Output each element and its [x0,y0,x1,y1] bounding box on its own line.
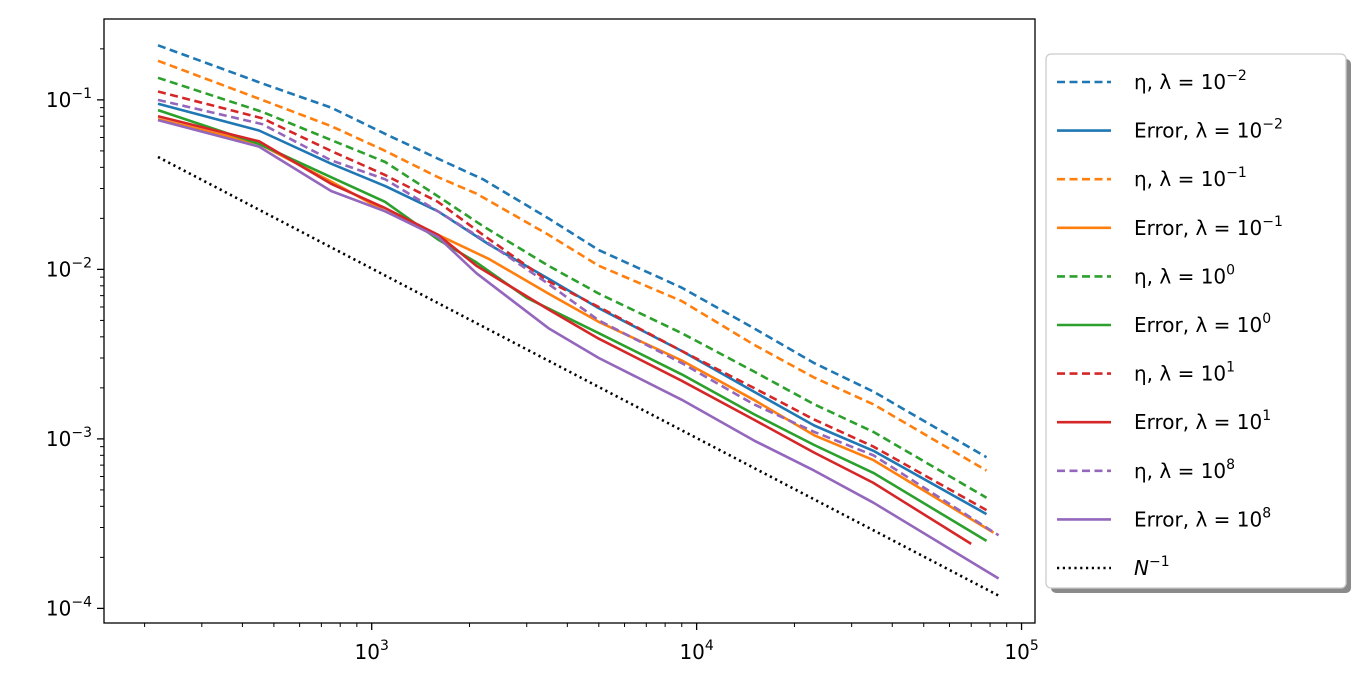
series-line-error-10-minus2 [157,102,988,516]
y-tick-label: 10−1 [46,86,92,112]
legend: η, λ = 10−2 Error, λ = 10−2 η, λ = 10−1 Err… [1045,53,1351,593]
legend-label-10-minus1: η, λ = 10−1 [1134,165,1247,191]
series-line-error-10-8 [157,118,1000,580]
series-line-error-10-1 [157,115,972,546]
series-layer [157,44,1000,597]
x-tick-label: 105 [1004,638,1038,664]
axis-layer: 103 104 105 10−4 10−3 10−2 10−1 [46,48,1039,664]
y-tick-label: 10−2 [46,255,92,281]
series-line-error-10-minus1 [157,117,995,534]
legend-label-n-minus1: N−1 [1134,554,1170,580]
plot-area-frame [103,18,1036,624]
legend-label-10-minus2: η, λ = 10−2 [1134,68,1247,94]
series-line-10-1 [157,90,988,512]
legend-label-error-10-minus1: Error, λ = 10−1 [1134,214,1283,240]
x-tick-label: 104 [679,638,713,664]
legend-label-error-10-1: Error, λ = 101 [1134,408,1271,434]
series-line-10-minus1 [157,59,988,472]
legend-label-error-10-minus2: Error, λ = 10−2 [1134,117,1283,143]
series-line-n-minus1 [157,155,1000,597]
legend-label-10-1: η, λ = 101 [1134,360,1235,386]
legend-label-10-0: η, λ = 100 [1134,262,1235,288]
legend-label-error-10-0: Error, λ = 100 [1134,311,1271,337]
x-tick-label: 103 [355,638,389,664]
legend-label-error-10-8: Error, λ = 108 [1134,505,1271,531]
series-line-10-8 [157,98,1000,537]
y-tick-label: 10−4 [46,594,92,620]
legend-label-10-8: η, λ = 108 [1134,457,1235,483]
y-tick-label: 10−3 [46,425,92,451]
series-line-10-minus2 [157,44,988,459]
legend-box [1045,53,1347,589]
